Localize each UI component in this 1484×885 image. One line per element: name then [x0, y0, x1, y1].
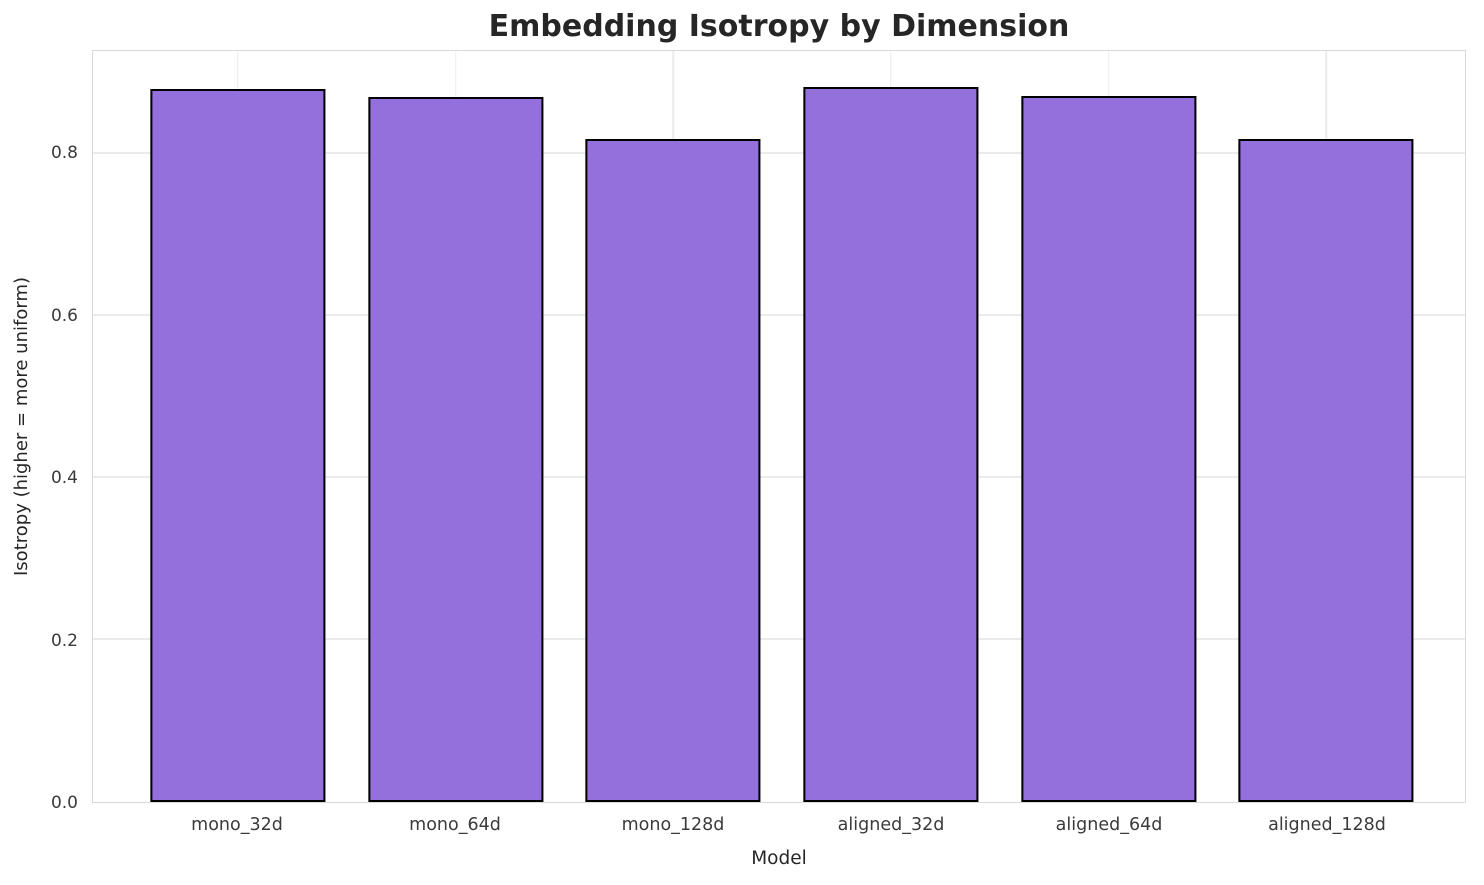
h-gridline-0.6 [93, 314, 1465, 316]
chart-title: Embedding Isotropy by Dimension [488, 9, 1070, 44]
x-tick-label-mono_128d: mono_128d [621, 815, 725, 835]
y-tick-label: 0.8 [50, 143, 78, 164]
bar-aligned_128d [1238, 138, 1414, 802]
bar-slot-aligned_128d [1217, 51, 1435, 802]
bar-mono_128d [585, 139, 761, 802]
bar-mono_32d [150, 89, 326, 802]
bar-slot-aligned_32d [782, 51, 1000, 802]
h-gridline-0.4 [93, 476, 1465, 478]
x-axis-tick-labels: mono_32d mono_64d mono_128d aligned_32d alig… [128, 815, 1436, 835]
y-tick-label: 0.6 [50, 305, 78, 326]
bar-slot-mono_64d [347, 51, 565, 802]
bar-mono_64d [367, 97, 544, 802]
h-gridline-0.2 [93, 638, 1465, 640]
x-axis-label: Model [751, 848, 807, 869]
x-tick-label-aligned_32d: aligned_32d [837, 815, 945, 835]
x-tick-label-mono_64d: mono_64d [409, 815, 501, 835]
y-tick-label: 0.4 [50, 468, 78, 489]
x-tick-label-aligned_128d: aligned_128d [1268, 815, 1386, 835]
bar-slot-aligned_64d [1000, 51, 1218, 802]
plot-area [92, 50, 1466, 803]
x-tick-label-aligned_64d: aligned_64d [1055, 815, 1163, 835]
x-tick-label-mono_32d: mono_32d [191, 815, 283, 835]
bar-slot-mono_128d [564, 51, 782, 802]
bar-aligned_32d [803, 87, 979, 802]
y-axis-tick-labels: 0.0 0.2 0.4 0.6 0.8 [0, 50, 78, 813]
bar-slot-mono_32d [129, 51, 347, 802]
h-gridline-0.8 [93, 152, 1465, 154]
bar-aligned_64d [1020, 96, 1197, 802]
bars-region [129, 51, 1435, 802]
y-tick-label: 0.2 [50, 630, 78, 651]
y-tick-label: 0.0 [50, 793, 78, 813]
